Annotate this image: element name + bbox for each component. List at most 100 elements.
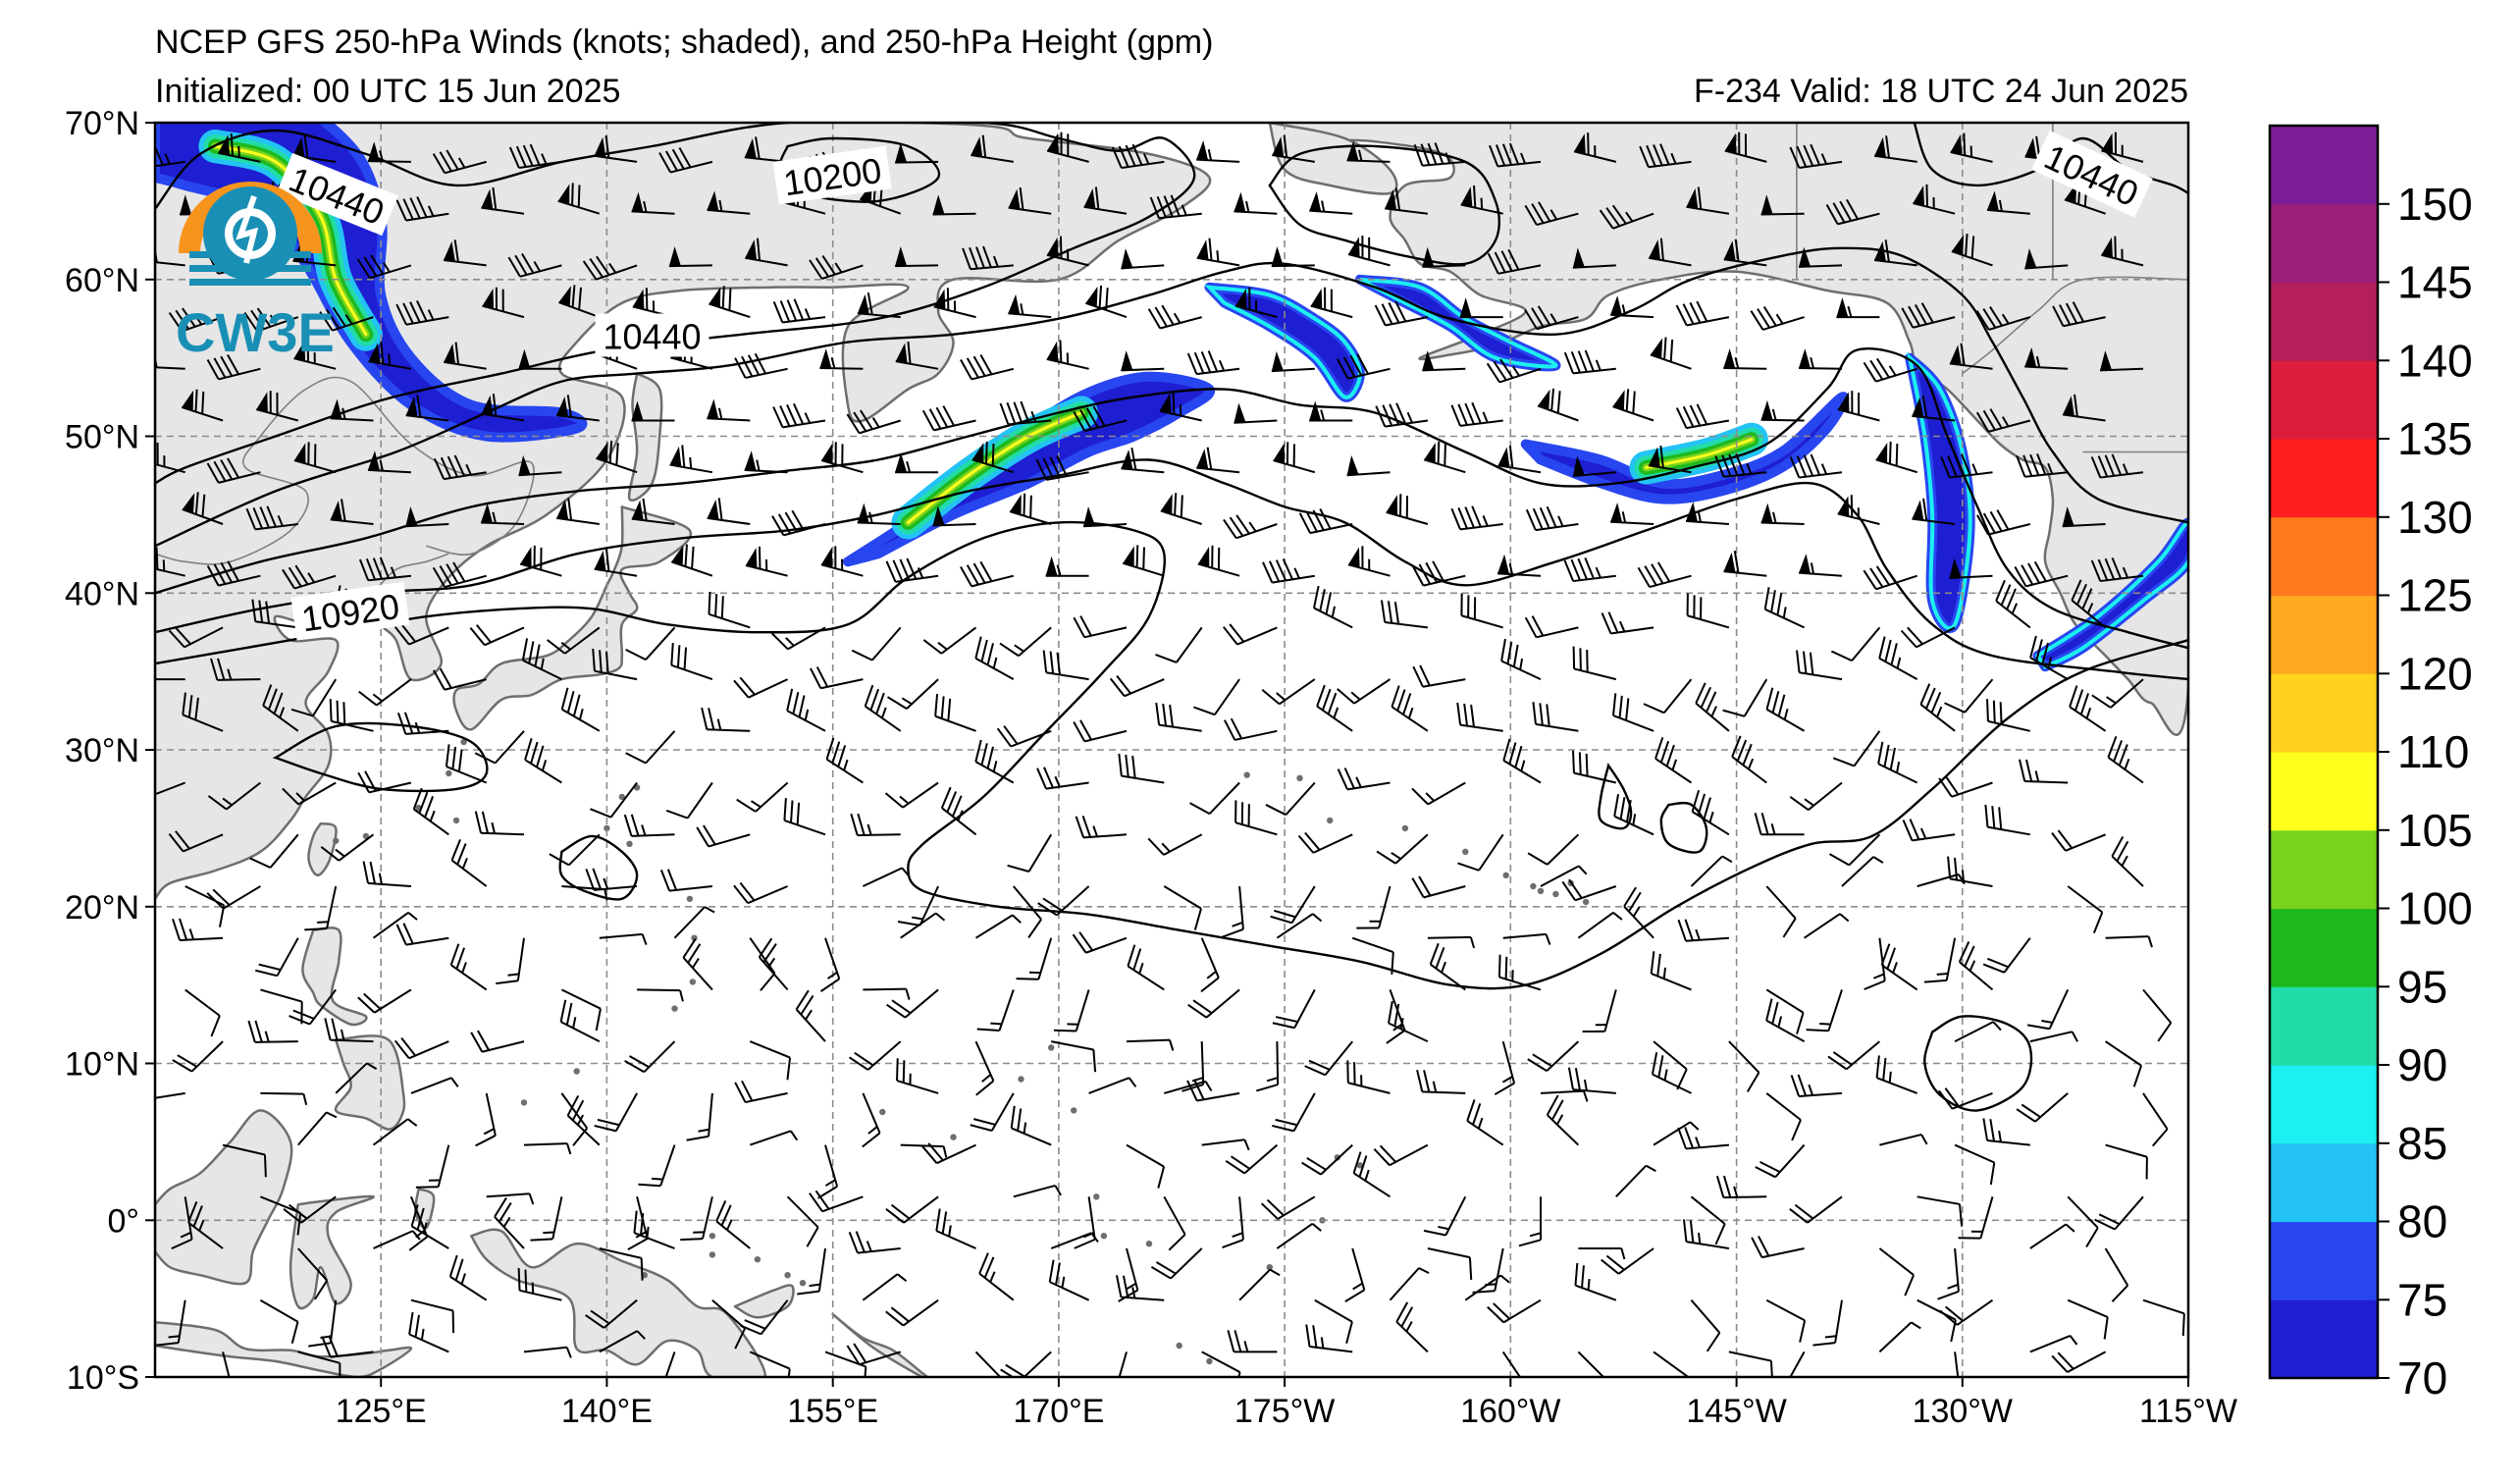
- barb-flag: [370, 254, 385, 275]
- barb-flag: [276, 392, 279, 415]
- barb-flag: [1412, 665, 1424, 688]
- barb-halfflag: [937, 641, 948, 651]
- wind-barb: [1413, 142, 1466, 167]
- barb-flag: [1895, 443, 1899, 466]
- barb-shaft: [1760, 212, 1805, 216]
- contour-30n-west: [272, 721, 489, 793]
- barb-pennant: [895, 343, 908, 364]
- barb-shaft: [1987, 523, 2031, 536]
- barb-shaft: [405, 414, 449, 422]
- barb-pennant: [1874, 136, 1887, 158]
- colorbar-segment: [2270, 126, 2378, 205]
- barb-shaft: [970, 264, 1014, 271]
- barb-flag: [1444, 443, 1446, 466]
- jet-core-105: [213, 144, 368, 337]
- barb-flag: [1394, 300, 1407, 322]
- barb-flag: [681, 445, 686, 468]
- barb-flag: [1863, 569, 1877, 590]
- barb-shaft: [1912, 414, 1956, 422]
- wind-barb: [1837, 391, 1880, 422]
- wind-barb: [971, 441, 1015, 474]
- barb-flag: [475, 624, 492, 644]
- wind-barb: [405, 395, 449, 422]
- barb-flag: [1275, 559, 1287, 581]
- barb-flag: [1757, 308, 1771, 329]
- barb-flag: [1261, 688, 1281, 706]
- colorbar-tick-label: 135: [2397, 413, 2473, 464]
- barb-flag: [1330, 289, 1333, 312]
- barb-pennant: [2062, 506, 2074, 527]
- land-new-britain: [733, 1284, 795, 1319]
- barb-halfflag: [1820, 463, 1828, 475]
- barb-shaft: [1121, 367, 1165, 372]
- wind-barb: [329, 699, 374, 732]
- barb-halfflag: [1350, 691, 1361, 701]
- wind-barb: [594, 549, 638, 577]
- barb-flag: [1207, 350, 1219, 372]
- wind-barb: [1411, 560, 1466, 587]
- colorbar-tick-label: 145: [2397, 257, 2473, 308]
- barb-flag: [1098, 285, 1103, 308]
- barb-halfflag: [906, 460, 912, 473]
- barb-flag: [1042, 650, 1048, 673]
- wind-barb: [1224, 717, 1278, 741]
- barb-flag: [210, 658, 219, 681]
- wind-barb: [481, 186, 525, 215]
- wind-barb: [1724, 132, 1767, 163]
- barb-shaft: [1612, 212, 1654, 230]
- barb-shaft: [1272, 574, 1315, 584]
- barb-shaft: [218, 574, 261, 587]
- barb-pennant: [707, 499, 719, 520]
- barb-halfflag: [379, 459, 384, 471]
- wind-barb: [206, 353, 261, 381]
- barb-flag: [1722, 709, 1745, 717]
- barb-flag: [136, 658, 142, 679]
- wind-barb: [1686, 186, 1730, 215]
- wind-barb: [1261, 678, 1316, 706]
- barb-flag: [1467, 595, 1470, 618]
- barb-halfflag: [1771, 408, 1777, 421]
- barb-flag: [1217, 547, 1221, 570]
- barb-pennant: [330, 501, 342, 521]
- wind-barb: [1271, 350, 1315, 373]
- barb-flag: [206, 359, 220, 380]
- barb-flag: [772, 406, 784, 428]
- barb-pennant: [1234, 191, 1246, 213]
- colorbar-tick-label: 90: [2397, 1039, 2447, 1090]
- barb-flag: [1825, 203, 1839, 225]
- wind-barb: [2029, 635, 2069, 680]
- barb-shaft: [1686, 316, 1730, 327]
- barb-shaft: [444, 160, 487, 175]
- barb-shaft: [1572, 367, 1616, 375]
- barb-flag: [1659, 445, 1664, 468]
- contour-small-4: [1923, 1015, 2033, 1112]
- wind-barb: [1610, 503, 1654, 525]
- barb-flag: [676, 645, 681, 668]
- barb-flag: [1389, 403, 1400, 426]
- barb-flag: [1750, 310, 1764, 331]
- barb-halfflag: [716, 718, 722, 730]
- wind-barb: [851, 626, 902, 662]
- barb-flag: [325, 308, 341, 330]
- wind-barb: [1863, 357, 1917, 383]
- wind-barb: [358, 556, 412, 582]
- barb-flag: [966, 564, 979, 586]
- barb-shaft: [312, 678, 338, 716]
- barb-flag: [356, 258, 371, 279]
- barb-flag: [2071, 579, 2082, 602]
- barb-shaft: [932, 212, 976, 216]
- barb-flag: [678, 147, 692, 168]
- barb-flag: [1109, 677, 1126, 697]
- barb-halfflag: [1480, 197, 1484, 210]
- barb-flag: [395, 199, 407, 221]
- barb-flag: [589, 258, 604, 279]
- barb-flag: [922, 639, 942, 655]
- wind-barb: [481, 394, 525, 422]
- wind-barb: [1046, 236, 1089, 267]
- wind-barb: [1196, 447, 1240, 474]
- barb-pennant: [2101, 132, 2114, 154]
- barb-pennant: [1572, 455, 1585, 477]
- wind-barb: [857, 291, 901, 319]
- wind-barb: [1073, 719, 1128, 743]
- barb-flag: [1682, 303, 1695, 325]
